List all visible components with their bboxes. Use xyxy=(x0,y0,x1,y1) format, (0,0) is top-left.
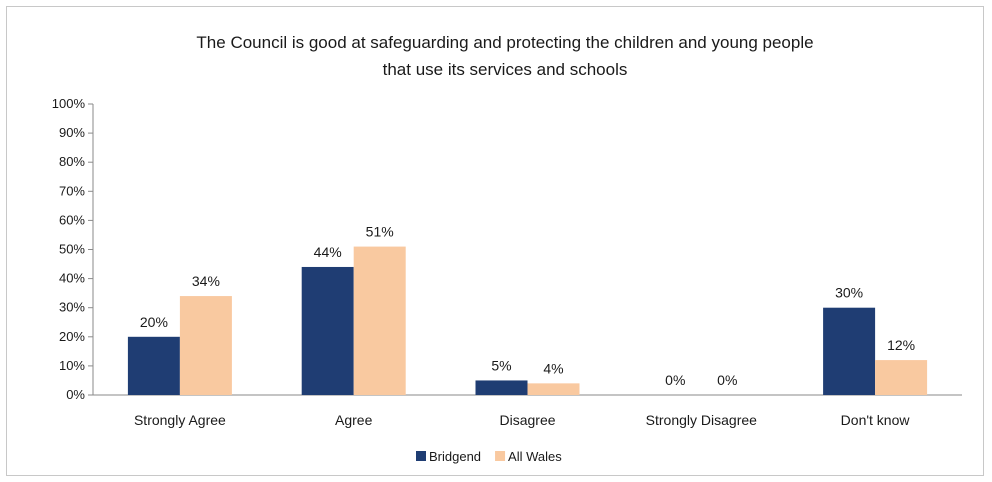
bar-bridgend xyxy=(301,266,354,395)
y-tick-label: 40% xyxy=(59,271,85,286)
y-tick-label: 90% xyxy=(59,125,85,140)
y-tick-label: 80% xyxy=(59,154,85,169)
data-label: 20% xyxy=(140,314,168,330)
data-label: 0% xyxy=(717,372,737,388)
y-tick-label: 60% xyxy=(59,212,85,227)
data-label: 51% xyxy=(366,224,394,240)
y-tick-label: 100% xyxy=(52,96,86,111)
x-category-label: Strongly Disagree xyxy=(646,412,757,428)
legend-swatch xyxy=(416,451,426,461)
x-category-label: Agree xyxy=(335,412,373,428)
legend-label: Bridgend xyxy=(429,449,481,464)
y-axis: 0% 10% 20% 30% 40% 50% 60% 70% 80% 90% 100% xyxy=(52,96,94,402)
chart-title-line-1: The Council is good at safeguarding and … xyxy=(196,33,813,52)
bar-bridgend xyxy=(475,380,528,395)
data-label: 4% xyxy=(543,360,563,376)
data-label: 0% xyxy=(665,372,685,388)
bar-bridgend xyxy=(127,336,180,395)
y-tick-label: 50% xyxy=(59,242,85,257)
data-label: 44% xyxy=(314,244,342,260)
legend-label: All Wales xyxy=(508,449,562,464)
data-label: 5% xyxy=(491,357,511,373)
legend-swatch xyxy=(495,451,506,461)
chart-title-line-2: that use its services and schools xyxy=(383,60,628,79)
data-label: 34% xyxy=(192,273,220,289)
y-tick-label: 30% xyxy=(59,300,85,315)
legend: Bridgend All Wales xyxy=(416,449,562,464)
data-label: 12% xyxy=(887,337,915,353)
x-category-label: Disagree xyxy=(499,412,555,428)
y-tick-label: 0% xyxy=(66,387,85,402)
x-axis: Strongly Agree Agree Disagree Strongly Disa… xyxy=(93,394,962,428)
bar-all-wales xyxy=(179,296,232,395)
y-tick-label: 70% xyxy=(59,183,85,198)
chart-frame xyxy=(6,6,984,476)
bar-bridgend xyxy=(823,307,876,395)
bar-all-wales xyxy=(875,360,928,395)
y-tick-label: 20% xyxy=(59,329,85,344)
x-category-label: Don't know xyxy=(841,412,911,428)
data-label: 30% xyxy=(835,285,863,301)
bar-all-wales xyxy=(353,246,406,395)
x-category-label: Strongly Agree xyxy=(134,412,226,428)
bars: 20% 34% 44% 51% 5% 4% 0% 0% 30% 12% xyxy=(127,224,928,395)
y-tick-label: 10% xyxy=(59,358,85,373)
bar-all-wales xyxy=(527,383,580,395)
